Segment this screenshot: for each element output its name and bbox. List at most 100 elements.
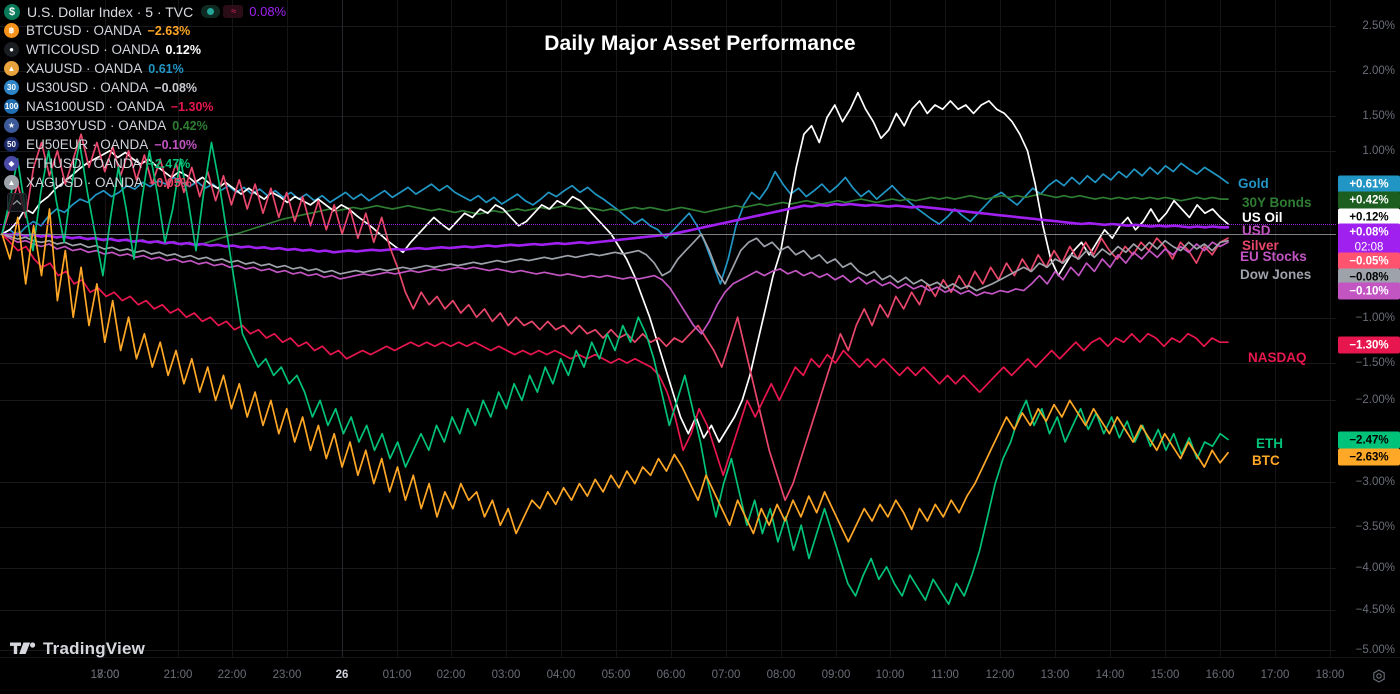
bonds-badge[interactable]: +0.42% bbox=[1338, 191, 1400, 209]
time-tick: 14:00 bbox=[1095, 669, 1125, 681]
gridline-h bbox=[0, 318, 1336, 319]
price-tick: −2.00% bbox=[1355, 394, 1395, 406]
nas100-icon: 100 bbox=[4, 99, 19, 114]
clock-icon[interactable] bbox=[1372, 669, 1386, 688]
legend-status-group: ≈ bbox=[201, 5, 244, 18]
usd-badge[interactable]: +0.08% 02:08 bbox=[1338, 223, 1400, 257]
gridline-h bbox=[0, 482, 1336, 483]
price-tick: −5.00% bbox=[1355, 644, 1395, 656]
chevron-up-icon[interactable] bbox=[7, 193, 27, 212]
us30-icon: 30 bbox=[4, 80, 19, 95]
ethereum-icon: ◆ bbox=[4, 156, 19, 171]
price-scale[interactable]: 2.50% 2.00% 1.50% 1.00% −1.00% −1.50% −2.00% −3… bbox=[1336, 0, 1400, 657]
nasdaq-badge[interactable]: −1.30% bbox=[1338, 336, 1400, 354]
badge-time: 02:08 bbox=[1354, 241, 1384, 253]
gridline-v bbox=[836, 0, 837, 657]
silver-label: Silver bbox=[1242, 238, 1279, 253]
legend-panel[interactable]: $ U.S. Dollar Index · 5 · TVC ≈ 0.08% ฿ B… bbox=[4, 2, 334, 192]
price-tick: −1.50% bbox=[1355, 357, 1395, 369]
legend-change-value: 0.61% bbox=[148, 61, 184, 76]
legend-row-undefined[interactable]: ▲ XAUUSD · OANDA 0.61% bbox=[4, 59, 334, 78]
silver-bars-icon: ▲ bbox=[4, 175, 19, 190]
gold-bars-icon: ▲ bbox=[4, 61, 19, 76]
gridline-h bbox=[0, 568, 1336, 569]
price-tick: −4.50% bbox=[1355, 604, 1395, 616]
gridline-h bbox=[0, 116, 1336, 117]
gridline-h bbox=[0, 610, 1336, 611]
time-tick: 04:00 bbox=[546, 669, 576, 681]
btc-badge[interactable]: −2.63% bbox=[1338, 448, 1400, 466]
gridline-v bbox=[1275, 0, 1276, 657]
gridline-h bbox=[0, 650, 1336, 651]
legend-change-value: −2.47% bbox=[147, 156, 191, 171]
legend-row-undefined[interactable]: ★ USB30YUSD · OANDA 0.42% bbox=[4, 116, 334, 135]
legend-row-undefined[interactable]: 30 US30USD · OANDA −0.08% bbox=[4, 78, 334, 97]
price-tick: −3.00% bbox=[1355, 476, 1395, 488]
legend-row-undefined[interactable]: ฿ BTCUSD · OANDA −2.63% bbox=[4, 21, 334, 40]
legend-symbol: WTICOUSD · OANDA bbox=[26, 42, 160, 57]
us-flag-icon: ★ bbox=[4, 118, 19, 133]
gold-badge[interactable]: +0.61% bbox=[1338, 175, 1400, 193]
legend-row-undefined[interactable]: 100 NAS100USD · OANDA −1.30% bbox=[4, 97, 334, 116]
legend-change-value: −2.63% bbox=[147, 23, 191, 38]
plot-area[interactable]: Gold 30Y Bonds US Oil USD Silver EU Stocks Dow… bbox=[0, 0, 1336, 657]
gridline-v bbox=[726, 0, 727, 657]
silver-badge[interactable]: −0.05% bbox=[1338, 252, 1400, 270]
dow-label: Dow Jones bbox=[1240, 267, 1312, 282]
legend-symbol: USB30YUSD · OANDA bbox=[26, 118, 167, 133]
series-line-nasdaq bbox=[1, 233, 1229, 477]
legend-row-undefined[interactable]: ◆ ETHUSD · OANDA −2.47% bbox=[4, 154, 334, 173]
gridline-v bbox=[945, 0, 946, 657]
legend-symbol: BTCUSD · OANDA bbox=[26, 23, 142, 38]
price-tick: −1.00% bbox=[1355, 312, 1395, 324]
gridline-v bbox=[342, 0, 343, 657]
price-tick: 1.00% bbox=[1362, 145, 1395, 157]
time-tick: 05:00 bbox=[601, 669, 631, 681]
legend-change-value: −1.30% bbox=[170, 99, 214, 114]
time-tick: 18:00 bbox=[90, 669, 120, 681]
eustocks-badge[interactable]: −0.10% bbox=[1338, 282, 1400, 300]
legend-change-value: −0.10% bbox=[154, 137, 198, 152]
time-tick: 01:00 bbox=[382, 669, 412, 681]
legend-row-undefined[interactable]: ● WTICOUSD · OANDA 0.12% bbox=[4, 40, 334, 59]
gridline-v bbox=[451, 0, 452, 657]
legend-symbol: NAS100USD · OANDA bbox=[26, 99, 165, 114]
bitcoin-icon: ฿ bbox=[4, 23, 19, 38]
gold-label: Gold bbox=[1238, 176, 1269, 191]
price-tick: −3.50% bbox=[1355, 521, 1395, 533]
legend-change-value: 0.42% bbox=[172, 118, 208, 133]
time-axis[interactable]: 17:00 18:00 21:00 22:00 23:00 26 01:00 02:00 03:… bbox=[0, 657, 1400, 694]
gridline-v bbox=[1165, 0, 1166, 657]
compare-indicator-icon[interactable]: ≈ bbox=[223, 5, 244, 18]
usd-coin-icon: $ bbox=[4, 3, 20, 20]
series-line-30y-bonds bbox=[1, 193, 1229, 247]
eth-badge[interactable]: −2.47% bbox=[1338, 431, 1400, 449]
btc-label: BTC bbox=[1252, 453, 1280, 468]
zero-baseline bbox=[0, 234, 1336, 235]
gridline-v bbox=[397, 0, 398, 657]
time-tick: 17:00 bbox=[1260, 669, 1290, 681]
usd-label: USD bbox=[1242, 223, 1271, 238]
gridline-h bbox=[0, 26, 1336, 27]
oil-badge[interactable]: +0.12% bbox=[1338, 208, 1400, 226]
gridline-v bbox=[178, 0, 179, 657]
gridline-v bbox=[616, 0, 617, 657]
eth-label: ETH bbox=[1256, 436, 1283, 451]
legend-row-main[interactable]: $ U.S. Dollar Index · 5 · TVC ≈ 0.08% bbox=[4, 2, 334, 21]
gridline-h bbox=[0, 527, 1336, 528]
time-tick: 15:00 bbox=[1150, 669, 1180, 681]
time-tick: 03:00 bbox=[491, 669, 521, 681]
time-tick: 22:00 bbox=[217, 669, 247, 681]
legend-row-undefined[interactable]: 50 EU50EUR · OANDA −0.10% bbox=[4, 135, 334, 154]
gridline-v bbox=[890, 0, 891, 657]
legend-change-value: −0.08% bbox=[154, 80, 198, 95]
gridline-h bbox=[0, 71, 1336, 72]
legend-change-value: −0.05% bbox=[149, 175, 192, 190]
time-tick: 17:00 bbox=[90, 669, 120, 681]
dow-badge[interactable]: −0.08% bbox=[1338, 268, 1400, 286]
time-tick: 18:00 bbox=[1315, 669, 1345, 681]
bonds-label: 30Y Bonds bbox=[1242, 195, 1312, 210]
price-tick: −4.00% bbox=[1355, 562, 1395, 574]
badge-value: +0.08% bbox=[1349, 226, 1389, 238]
legend-row-undefined[interactable]: ▲ XAGUSD · OANDA −0.05% bbox=[4, 173, 334, 192]
